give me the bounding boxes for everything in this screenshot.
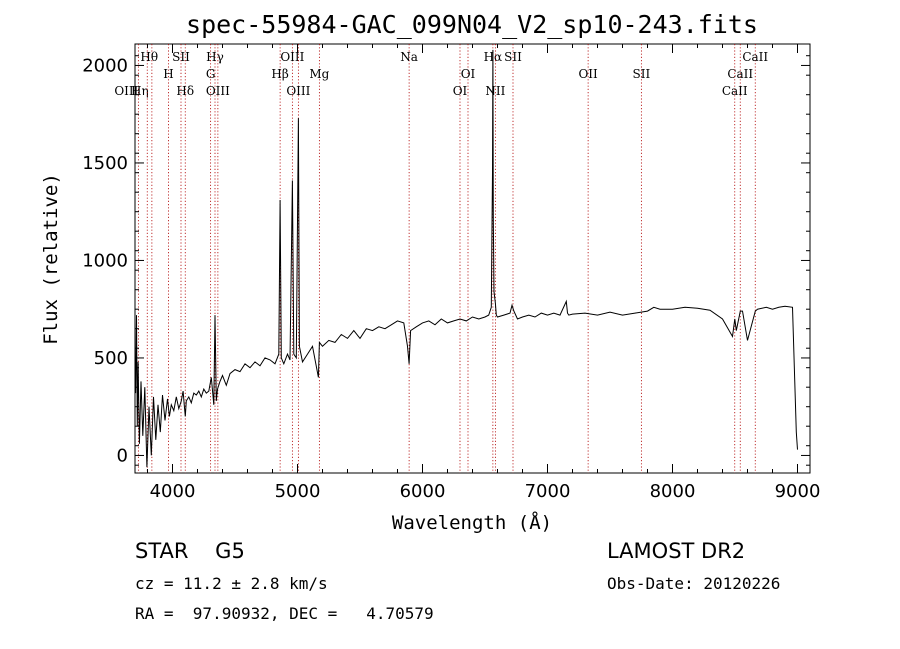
line-label-oiii4: OIII xyxy=(286,84,310,98)
y-tick-label: 2000 xyxy=(82,55,128,76)
line-label-oii: OII xyxy=(578,67,598,81)
line-label-oi: OI xyxy=(461,67,476,81)
line-label-htheta: Hθ xyxy=(140,50,158,64)
x-tick-label: 4000 xyxy=(150,481,196,502)
axis-ticks: 4000 5000 6000 7000 8000 9000 0 500 1000 1500 2000 xyxy=(82,44,820,502)
y-axis-label: Flux (relative) xyxy=(40,173,62,345)
line-label-h: H xyxy=(163,67,173,81)
observation-date: Obs-Date: 20120226 xyxy=(607,574,781,593)
line-label-na: Na xyxy=(400,50,418,64)
line-label-hgamma: Hγ xyxy=(206,50,224,64)
x-tick-label: 5000 xyxy=(275,481,321,502)
plot-frame xyxy=(134,43,811,474)
y-tick-label: 1500 xyxy=(82,153,128,174)
x-axis-label: Wavelength (Å) xyxy=(392,511,552,534)
line-label-hbeta: Hβ xyxy=(271,67,288,81)
line-label-heta: Hη xyxy=(131,84,149,98)
survey-name: LAMOST DR2 xyxy=(607,539,746,563)
chart-title: spec-55984-GAC_099N04_V2_sp10-243.fits xyxy=(186,10,758,39)
line-label-nii: NII xyxy=(485,84,505,98)
line-label-mg: Mg xyxy=(309,67,329,81)
redshift-readout: cz = 11.2 ± 2.8 km/s xyxy=(135,574,328,593)
line-label-sii2: SII xyxy=(504,50,522,64)
coordinates-readout: RA = 97.90932, DEC = 4.70579 xyxy=(135,604,434,623)
y-tick-label: 1000 xyxy=(82,250,128,271)
line-label-sii: SII xyxy=(172,50,190,64)
line-label-oi2: OI xyxy=(453,84,468,98)
object-class: STAR G5 xyxy=(135,539,245,563)
line-label-caii3: CaII xyxy=(722,84,748,98)
line-label-oiii3: OIII xyxy=(280,50,304,64)
line-label-caii: CaII xyxy=(742,50,768,64)
x-tick-label: 8000 xyxy=(650,481,696,502)
y-tick-label: 0 xyxy=(117,445,128,466)
x-tick-label: 6000 xyxy=(400,481,446,502)
line-label-sii3: SII xyxy=(633,67,651,81)
y-tick-label: 500 xyxy=(94,348,128,369)
x-tick-label: 7000 xyxy=(525,481,571,502)
line-label-oiii: OIII xyxy=(114,84,138,98)
line-label-g: G xyxy=(206,67,216,81)
line-label-caii2: CaII xyxy=(727,67,753,81)
spectrum-series-line xyxy=(135,49,798,468)
line-label-hdelta: Hδ xyxy=(176,84,194,98)
x-tick-label: 9000 xyxy=(775,481,821,502)
line-label-oiii2: OIII xyxy=(206,84,230,98)
